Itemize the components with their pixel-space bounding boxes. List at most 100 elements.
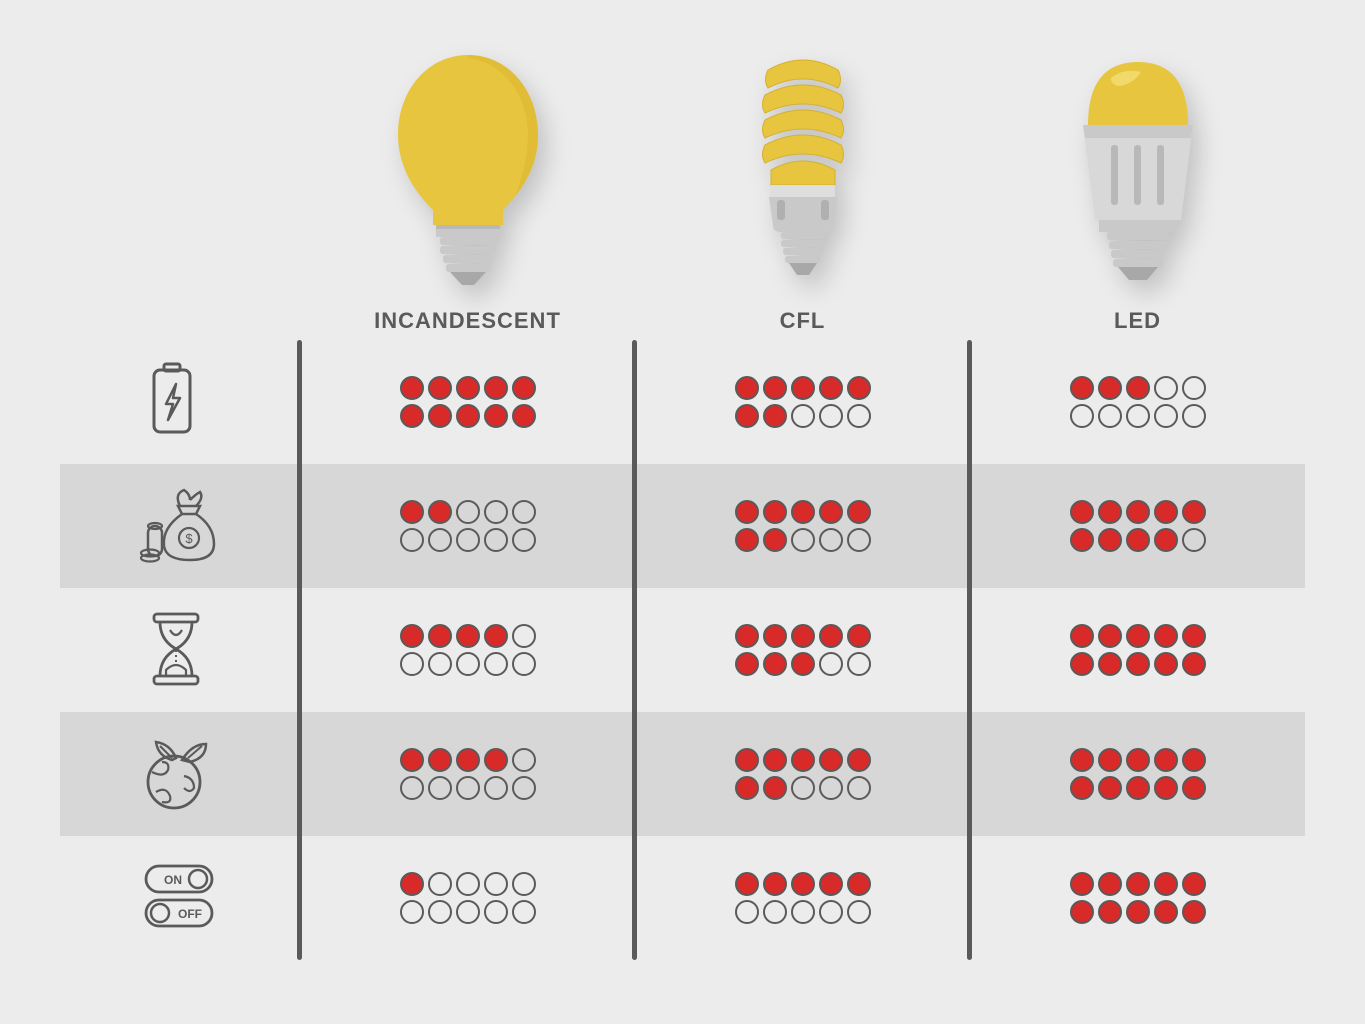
dot	[400, 652, 424, 676]
dot	[735, 652, 759, 676]
dot	[1126, 624, 1150, 648]
dot	[1182, 404, 1206, 428]
infographic-container: INCANDESCENT CFL LED	[60, 30, 1305, 960]
dot	[763, 748, 787, 772]
dot	[1182, 776, 1206, 800]
dot	[1070, 652, 1094, 676]
dot	[1070, 376, 1094, 400]
score-energy-led	[970, 374, 1305, 430]
dot	[1154, 528, 1178, 552]
dot-indicator	[1068, 622, 1208, 678]
dot-indicator	[398, 622, 538, 678]
score-lifespan-led	[970, 622, 1305, 678]
dot	[456, 404, 480, 428]
dot	[512, 404, 536, 428]
dot	[735, 528, 759, 552]
dot	[819, 404, 843, 428]
dot	[1098, 872, 1122, 896]
bulb-incandescent	[300, 50, 635, 290]
dot	[735, 776, 759, 800]
hourglass-icon	[60, 610, 300, 690]
dot	[791, 624, 815, 648]
dot	[791, 404, 815, 428]
dot	[1126, 776, 1150, 800]
comparison-grid	[60, 340, 1305, 960]
dot	[847, 528, 871, 552]
dot	[1182, 652, 1206, 676]
label-led: LED	[970, 308, 1305, 334]
dot	[791, 900, 815, 924]
dot	[763, 376, 787, 400]
dot	[1182, 900, 1206, 924]
bulb-header-row	[60, 30, 1305, 290]
label-incandescent: INCANDESCENT	[300, 308, 635, 334]
dot	[484, 624, 508, 648]
dot	[1154, 872, 1178, 896]
dot	[1154, 404, 1178, 428]
score-switching-incandescent	[300, 870, 635, 926]
dot	[819, 748, 843, 772]
dot	[456, 872, 480, 896]
dot	[791, 528, 815, 552]
dot	[400, 776, 424, 800]
dot	[847, 776, 871, 800]
dot-indicator	[733, 374, 873, 430]
led-bulb-icon	[1063, 50, 1213, 290]
dot	[428, 624, 452, 648]
label-cfl: CFL	[635, 308, 970, 334]
dot	[1126, 900, 1150, 924]
dot	[791, 376, 815, 400]
dot	[512, 528, 536, 552]
dot-indicator	[398, 746, 538, 802]
dot	[428, 528, 452, 552]
dot	[512, 776, 536, 800]
dot	[456, 624, 480, 648]
dot	[428, 900, 452, 924]
dot	[735, 748, 759, 772]
dot	[763, 900, 787, 924]
divider-line	[632, 340, 637, 960]
metric-row-eco	[60, 712, 1305, 836]
dot	[735, 624, 759, 648]
dot	[1126, 376, 1150, 400]
metric-row-cost	[60, 464, 1305, 588]
dot	[763, 404, 787, 428]
label-row: INCANDESCENT CFL LED	[60, 308, 1305, 334]
dot	[456, 900, 480, 924]
dot	[735, 900, 759, 924]
dot	[819, 872, 843, 896]
dot	[1126, 528, 1150, 552]
dot	[400, 872, 424, 896]
score-cost-cfl	[635, 498, 970, 554]
dot	[1126, 748, 1150, 772]
dot	[847, 872, 871, 896]
dot	[1098, 500, 1122, 524]
dot	[400, 404, 424, 428]
dot	[512, 652, 536, 676]
dot-indicator	[398, 870, 538, 926]
score-lifespan-incandescent	[300, 622, 635, 678]
dot	[1070, 872, 1094, 896]
dot	[847, 748, 871, 772]
dot	[428, 500, 452, 524]
dot	[1154, 376, 1178, 400]
bulb-led	[970, 50, 1305, 290]
score-eco-incandescent	[300, 746, 635, 802]
dot	[1154, 652, 1178, 676]
dot	[791, 748, 815, 772]
dot	[763, 500, 787, 524]
dot	[512, 748, 536, 772]
dot	[1070, 404, 1094, 428]
dot	[847, 624, 871, 648]
dot	[400, 900, 424, 924]
dot	[1182, 500, 1206, 524]
dot	[847, 376, 871, 400]
bulb-cfl	[635, 50, 970, 290]
score-switching-led	[970, 870, 1305, 926]
dot-indicator	[1068, 870, 1208, 926]
metric-row-switching	[60, 836, 1305, 960]
dot	[1182, 376, 1206, 400]
dot	[456, 776, 480, 800]
dot	[1182, 624, 1206, 648]
cfl-bulb-icon	[733, 50, 873, 290]
